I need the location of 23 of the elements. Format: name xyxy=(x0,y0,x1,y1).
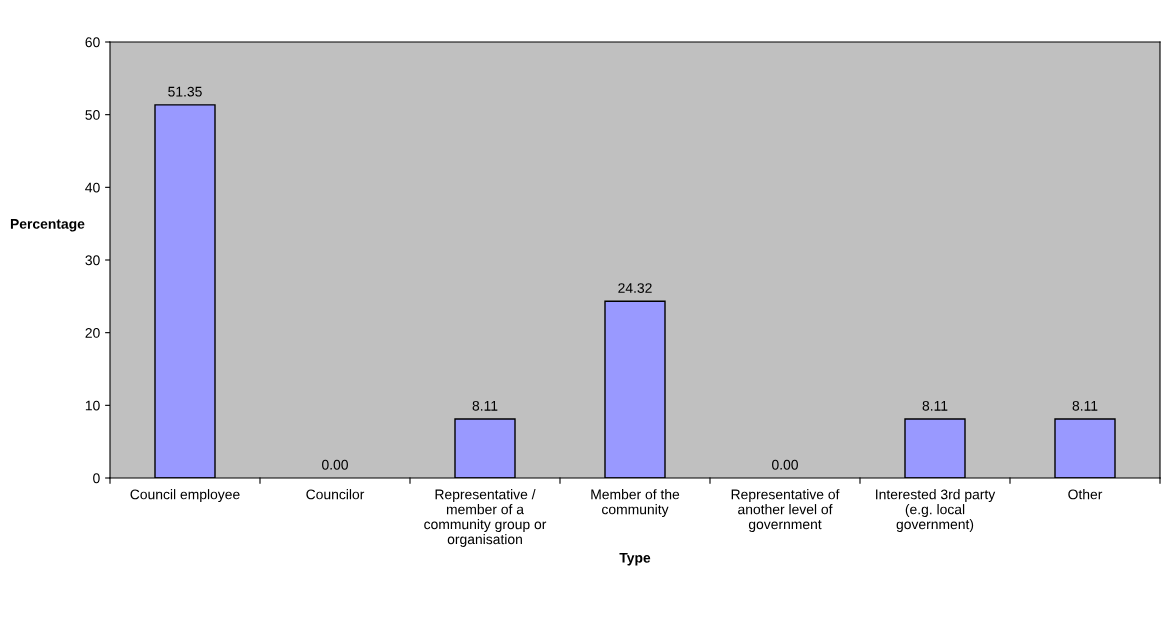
x-tick-label: Member of the community xyxy=(591,489,680,518)
x-tick-label: Councilor xyxy=(306,489,365,500)
data-label: 8.11 xyxy=(1072,400,1098,411)
y-tick-label: 20 xyxy=(85,328,100,338)
data-label: 0.00 xyxy=(772,459,798,470)
data-label: 8.11 xyxy=(472,400,498,411)
y-tick-label: 10 xyxy=(85,400,100,411)
y-tick-label: 50 xyxy=(85,110,100,120)
x-tick-label: Interested 3rd party (e.g. local government) xyxy=(876,489,996,532)
data-label: 24.32 xyxy=(618,283,652,293)
x-tick-label: Representative / member of a community group or organisation xyxy=(424,489,547,547)
data-label: 51.35 xyxy=(168,86,202,97)
data-label: 8.11 xyxy=(922,400,948,411)
x-tick-label: Other xyxy=(1068,489,1103,500)
y-tick-label: 60 xyxy=(85,37,100,48)
y-axis-title: Percentage xyxy=(10,219,85,232)
x-tick-label: Representative of another level of government xyxy=(731,489,840,532)
y-tick-label: 40 xyxy=(85,182,100,193)
x-tick-label: Council employee xyxy=(130,489,240,503)
x-axis-title: Type xyxy=(619,553,651,566)
data-label: 0.00 xyxy=(322,459,348,470)
y-tick-label: 30 xyxy=(85,255,100,266)
y-tick-label: 0 xyxy=(93,473,100,484)
